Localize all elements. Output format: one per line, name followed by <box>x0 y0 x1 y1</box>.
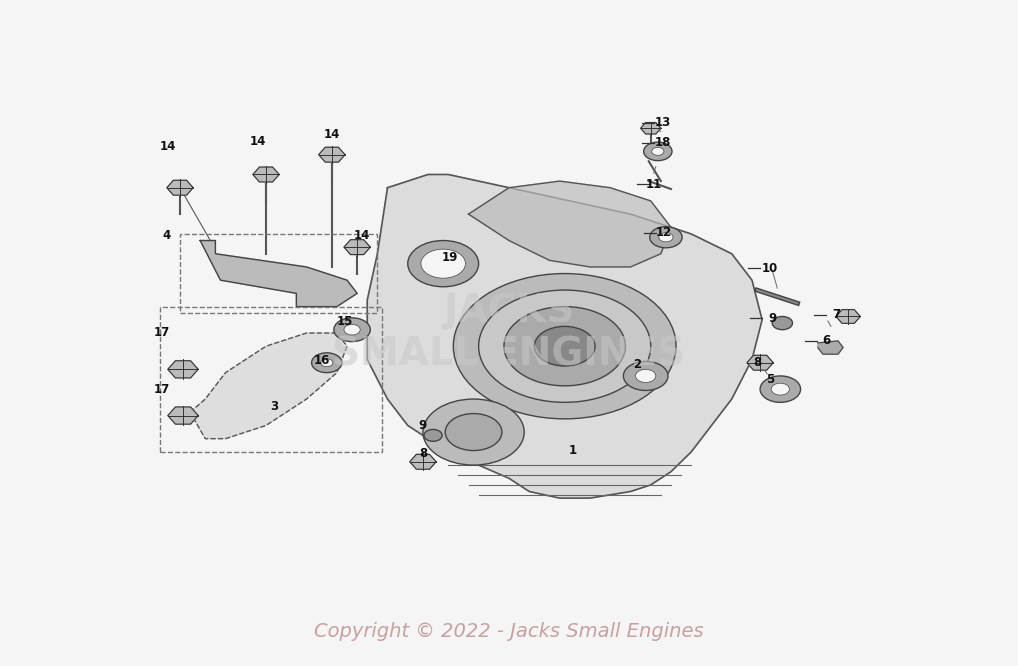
Text: 8: 8 <box>753 356 761 369</box>
Text: 1: 1 <box>569 444 577 457</box>
Circle shape <box>504 306 625 386</box>
Text: 13: 13 <box>655 117 671 129</box>
Bar <box>160 306 383 452</box>
Text: 14: 14 <box>324 129 340 141</box>
Polygon shape <box>410 454 436 470</box>
Text: 14: 14 <box>354 228 371 242</box>
Circle shape <box>773 316 792 330</box>
Polygon shape <box>640 123 661 134</box>
Text: JACKS
SMALL ENGINES: JACKS SMALL ENGINES <box>333 292 685 374</box>
Text: 11: 11 <box>645 178 662 191</box>
Polygon shape <box>367 174 762 498</box>
Text: 17: 17 <box>154 383 170 396</box>
Circle shape <box>635 370 656 382</box>
Polygon shape <box>167 180 193 195</box>
Bar <box>180 234 378 313</box>
Text: 5: 5 <box>767 373 775 386</box>
Circle shape <box>445 414 502 451</box>
Text: 9: 9 <box>418 419 428 432</box>
Polygon shape <box>344 240 371 254</box>
Text: Copyright © 2022 - Jacks Small Engines: Copyright © 2022 - Jacks Small Engines <box>315 622 703 641</box>
Circle shape <box>623 362 668 390</box>
Text: 4: 4 <box>163 228 171 242</box>
Polygon shape <box>168 361 199 378</box>
Polygon shape <box>817 341 843 354</box>
Circle shape <box>478 290 651 402</box>
Polygon shape <box>252 167 279 182</box>
Circle shape <box>344 324 360 335</box>
Polygon shape <box>747 355 774 370</box>
Text: 18: 18 <box>655 137 671 149</box>
Polygon shape <box>319 147 345 162</box>
Circle shape <box>408 240 478 287</box>
Circle shape <box>312 353 342 372</box>
Circle shape <box>422 399 524 465</box>
Circle shape <box>652 147 664 155</box>
Text: 3: 3 <box>270 400 278 414</box>
Text: 2: 2 <box>633 358 641 371</box>
Circle shape <box>772 383 789 395</box>
Circle shape <box>453 274 676 419</box>
Polygon shape <box>468 181 671 267</box>
Polygon shape <box>168 407 199 424</box>
Circle shape <box>649 226 682 248</box>
Circle shape <box>334 318 371 342</box>
Text: 19: 19 <box>442 250 458 264</box>
Polygon shape <box>190 333 347 439</box>
Text: 16: 16 <box>314 354 330 367</box>
Text: 14: 14 <box>160 141 176 153</box>
Polygon shape <box>201 240 357 306</box>
Text: 9: 9 <box>769 312 777 325</box>
Polygon shape <box>836 310 860 324</box>
Circle shape <box>760 376 800 402</box>
Text: 7: 7 <box>832 308 840 321</box>
Circle shape <box>423 430 442 442</box>
Circle shape <box>321 359 333 367</box>
Text: 6: 6 <box>822 334 830 348</box>
Circle shape <box>534 326 596 366</box>
Circle shape <box>643 142 672 161</box>
Text: 12: 12 <box>656 226 672 239</box>
Text: 8: 8 <box>418 447 428 460</box>
Text: 15: 15 <box>337 314 353 328</box>
Text: 17: 17 <box>154 326 170 340</box>
Circle shape <box>420 249 465 278</box>
Circle shape <box>659 232 673 242</box>
Text: 10: 10 <box>762 262 779 275</box>
Text: 14: 14 <box>249 135 266 148</box>
